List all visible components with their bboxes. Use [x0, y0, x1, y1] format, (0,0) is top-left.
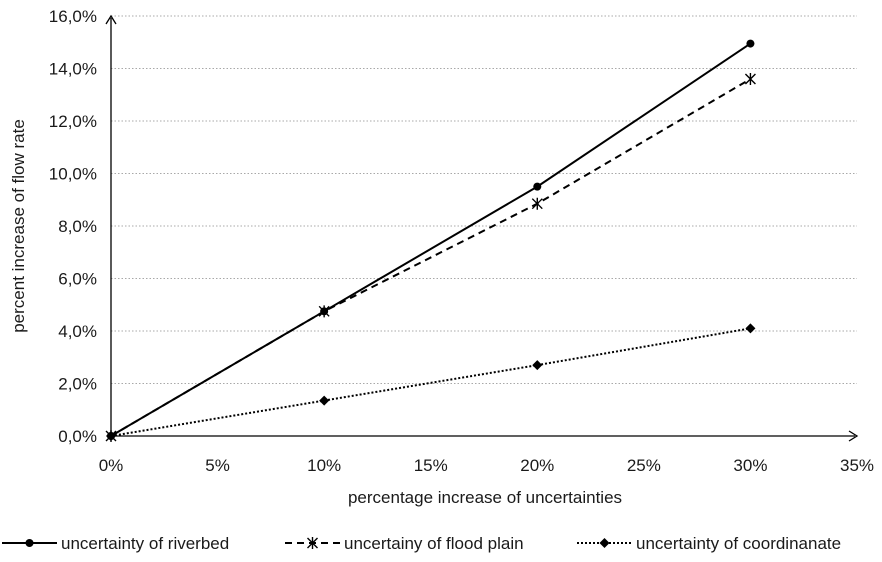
x-tick-label: 25%	[627, 456, 661, 475]
data-point-marker	[319, 395, 330, 406]
tick-labels: 0,0% 2,0% 4,0% 6,0% 8,0% 10,0% 12,0% 14,0% 16,0%…	[49, 7, 874, 475]
y-tick-label: 12,0%	[49, 112, 97, 131]
y-axis-arrow	[105, 14, 117, 25]
series-line	[110, 327, 751, 437]
data-point-marker	[744, 73, 756, 85]
legend-item: uncertainty of riverbed	[2, 534, 229, 553]
data-point-marker	[531, 197, 543, 210]
legend-item: uncertainy of flood plain	[285, 534, 524, 553]
series-3	[106, 323, 756, 441]
y-tick-label: 8,0%	[58, 217, 97, 236]
legend-marker	[25, 539, 34, 547]
x-tick-label: 35%	[840, 456, 874, 475]
x-tick-label: 15%	[414, 456, 448, 475]
series-line	[110, 42, 751, 437]
legend-label: uncertainy of flood plain	[344, 534, 524, 553]
x-tick-label: 10%	[307, 456, 341, 475]
y-tick-label: 10,0%	[49, 165, 97, 184]
legend-marker	[599, 538, 610, 548]
series-2	[105, 73, 756, 442]
legend-item: uncertainty of coordinanate	[577, 534, 841, 553]
legend: uncertainty of riverbed uncertainy of flo…	[2, 534, 841, 553]
legend-label: uncertainty of riverbed	[61, 534, 229, 553]
x-axis-arrow	[848, 430, 859, 442]
x-tick-label: 0%	[99, 456, 124, 475]
gridlines	[111, 15, 857, 384]
x-axis-title: percentage increase of uncertainties	[348, 488, 622, 507]
legend-marker	[307, 537, 318, 549]
data-point-marker	[746, 39, 755, 48]
data-point-marker	[532, 360, 543, 371]
data-point-marker	[533, 182, 542, 191]
y-tick-label: 4,0%	[58, 322, 97, 341]
y-tick-label: 0,0%	[58, 427, 97, 446]
data-point-marker	[318, 305, 330, 318]
y-tick-label: 6,0%	[58, 270, 97, 289]
y-tick-label: 16,0%	[49, 7, 97, 26]
data-series	[105, 39, 756, 442]
x-tick-label: 30%	[733, 456, 767, 475]
series-line	[110, 78, 751, 437]
axes	[105, 14, 859, 442]
x-tick-label: 20%	[520, 456, 554, 475]
series-1	[107, 39, 755, 440]
y-tick-label: 2,0%	[58, 375, 97, 394]
y-axis-title: percent increase of flow rate	[9, 119, 28, 333]
x-tick-label: 5%	[205, 456, 230, 475]
y-tick-label: 14,0%	[49, 60, 97, 79]
legend-label: uncertainty of coordinanate	[636, 534, 841, 553]
data-point-marker	[745, 323, 756, 334]
data-point-marker	[106, 431, 116, 441]
